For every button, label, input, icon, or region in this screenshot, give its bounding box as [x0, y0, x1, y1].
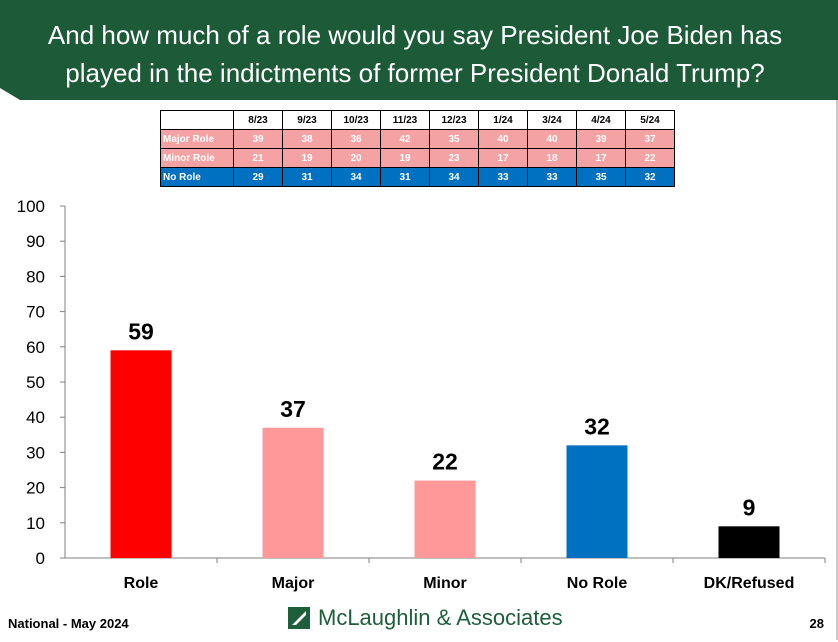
trend-column-header: 4/24: [576, 110, 626, 130]
trend-table: 8/23 9/23 10/23 11/23 12/23 1/24 3/24 4/24 5/24 M…: [160, 110, 675, 187]
trend-cell: 33: [527, 167, 577, 187]
y-tick-label: 30: [26, 443, 45, 462]
trend-row-label: No Role: [160, 167, 234, 187]
trend-cell: 38: [282, 129, 332, 149]
trend-column-header: 8/23: [233, 110, 283, 130]
trend-cell: 32: [625, 167, 675, 187]
trend-cell: 37: [625, 129, 675, 149]
footer-survey-label: National - May 2024: [8, 616, 129, 631]
trend-cell: 17: [576, 148, 626, 168]
data-label: 59: [128, 318, 154, 344]
bar: [566, 445, 628, 558]
trend-cell: 36: [331, 129, 381, 149]
category-label: DK/Refused: [704, 575, 795, 592]
trend-cell: 18: [527, 148, 577, 168]
trend-cell: 29: [233, 167, 283, 187]
bar-chart: 0 10 20 30 40 50 60 70 80 90 100 59 Role 37 Major 22 Min…: [17, 197, 826, 592]
trend-cell: 34: [429, 167, 479, 187]
trend-corner-cell: [160, 110, 234, 130]
data-label: 37: [280, 396, 306, 422]
data-label: 22: [432, 449, 458, 475]
category-label: No Role: [567, 575, 628, 592]
title-banner: And how much of a role would you say Pre…: [0, 0, 838, 108]
company-logo: McLaughlin & Associates: [288, 604, 563, 632]
trend-cell: 23: [429, 148, 479, 168]
trend-cell: 39: [233, 129, 283, 149]
data-label: 32: [584, 413, 610, 439]
trend-cell: 31: [380, 167, 430, 187]
y-tick-label: 70: [26, 303, 45, 322]
trend-cell: 35: [576, 167, 626, 187]
trend-column-header: 10/23: [331, 110, 381, 130]
bar: [414, 480, 476, 558]
y-tick-label: 90: [26, 232, 45, 251]
y-tick-label: 100: [17, 197, 45, 216]
trend-cell: 22: [625, 148, 675, 168]
logo-mark-icon: [288, 607, 310, 629]
trend-column-header: 9/23: [282, 110, 332, 130]
y-tick-label: 80: [26, 267, 45, 286]
trend-row-label: Major Role: [160, 129, 234, 149]
trend-cell: 17: [478, 148, 528, 168]
right-frame-border: [836, 8, 838, 640]
bar: [262, 427, 324, 558]
banner-shape: [0, 0, 838, 100]
y-tick-label: 0: [36, 549, 45, 568]
y-tick-label: 40: [26, 408, 45, 427]
trend-cell: 33: [478, 167, 528, 187]
trend-cell: 39: [576, 129, 626, 149]
trend-cell: 34: [331, 167, 381, 187]
bar: [110, 350, 172, 558]
trend-cell: 40: [478, 129, 528, 149]
trend-row: Major Role 39 38 36 42 35 40 40 39 37: [160, 129, 675, 149]
trend-cell: 20: [331, 148, 381, 168]
trend-cell: 31: [282, 167, 332, 187]
bar: [718, 526, 780, 558]
trend-cell: 19: [380, 148, 430, 168]
trend-column-header: 5/24: [625, 110, 675, 130]
trend-row: Minor Role 21 19 20 19 23 17 18 17 22: [160, 148, 675, 168]
trend-cell: 35: [429, 129, 479, 149]
slide-title: And how much of a role would you say Pre…: [47, 20, 783, 88]
category-label: Minor: [423, 575, 467, 592]
trend-row: No Role 29 31 34 31 34 33 33 35 32: [160, 167, 675, 187]
trend-cell: 19: [282, 148, 332, 168]
y-tick-label: 50: [26, 373, 45, 392]
trend-header-row: 8/23 9/23 10/23 11/23 12/23 1/24 3/24 4/24 5/24: [160, 110, 675, 130]
trend-column-header: 12/23: [429, 110, 479, 130]
trend-column-header: 11/23: [380, 110, 430, 130]
y-tick-label: 60: [26, 338, 45, 357]
trend-column-header: 3/24: [527, 110, 577, 130]
trend-cell: 40: [527, 129, 577, 149]
logo-text: McLaughlin & Associates: [318, 605, 563, 630]
trend-column-header: 1/24: [478, 110, 528, 130]
trend-cell: 42: [380, 129, 430, 149]
trend-cell: 21: [233, 148, 283, 168]
category-label: Major: [272, 575, 315, 592]
data-label: 9: [743, 494, 756, 520]
y-tick-label: 20: [26, 479, 45, 498]
page-number: 28: [809, 616, 824, 631]
category-label: Role: [124, 575, 159, 592]
trend-row-label: Minor Role: [160, 148, 234, 168]
y-tick-label: 10: [26, 514, 45, 533]
